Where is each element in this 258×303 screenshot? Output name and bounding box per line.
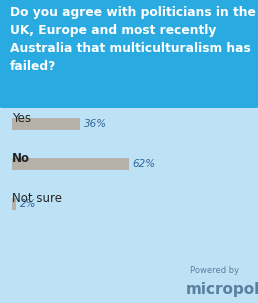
Text: Australia that multiculturalism has: Australia that multiculturalism has [10,42,251,55]
Text: micropoll: micropoll [186,282,258,297]
Text: Do you agree with politicians in the: Do you agree with politicians in the [10,6,256,19]
Text: UK, Europe and most recently: UK, Europe and most recently [10,24,216,37]
Bar [12,118,80,130]
Text: failed?: failed? [10,60,56,73]
Text: 62%: 62% [133,159,156,169]
FancyBboxPatch shape [0,0,258,108]
Text: Yes: Yes [12,112,31,125]
Text: Powered by: Powered by [190,266,239,275]
Text: 2%: 2% [20,199,36,209]
Text: 36%: 36% [84,119,107,129]
Text: Not sure: Not sure [12,192,62,205]
Bar [12,198,16,210]
Text: No: No [12,152,30,165]
Bar [12,158,129,170]
